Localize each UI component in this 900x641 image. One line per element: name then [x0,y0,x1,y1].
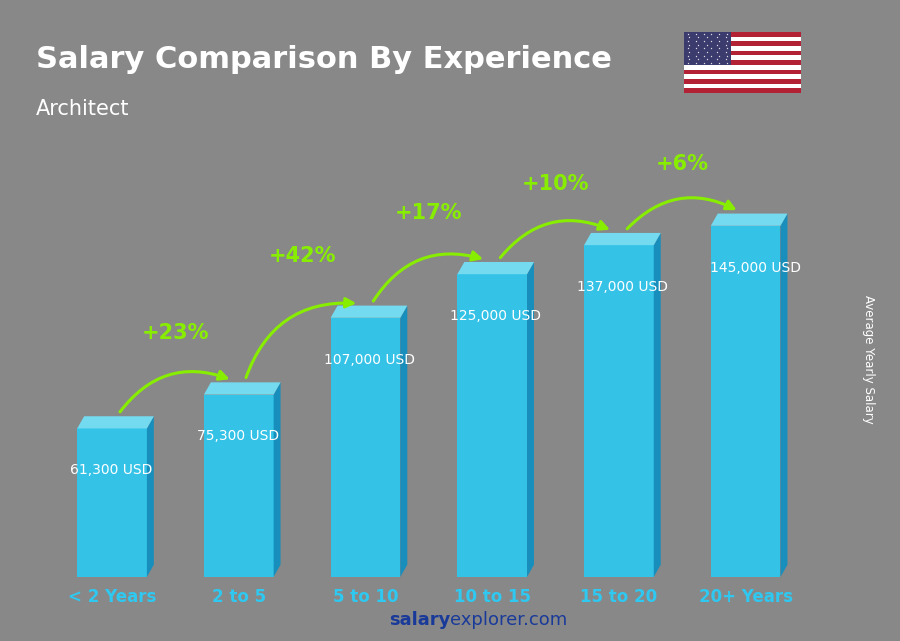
Polygon shape [457,274,527,577]
Polygon shape [204,395,274,577]
Bar [684,46,801,51]
Polygon shape [711,226,780,577]
Text: Salary Comparison By Experience: Salary Comparison By Experience [36,45,612,74]
Bar [684,56,801,60]
Text: Architect: Architect [36,99,130,119]
Bar [684,79,801,83]
Polygon shape [780,213,788,577]
Bar [684,74,801,79]
Bar [684,37,801,42]
Text: 107,000 USD: 107,000 USD [324,353,415,367]
Text: 145,000 USD: 145,000 USD [710,261,801,274]
Polygon shape [330,318,400,577]
Polygon shape [400,306,408,577]
Text: salary: salary [389,611,450,629]
Text: 75,300 USD: 75,300 USD [197,429,279,444]
Polygon shape [330,306,408,318]
Text: Average Yearly Salary: Average Yearly Salary [862,295,875,423]
Text: +17%: +17% [395,203,463,223]
Text: 137,000 USD: 137,000 USD [577,280,668,294]
Polygon shape [584,245,653,577]
Polygon shape [274,382,281,577]
Bar [684,51,801,56]
Polygon shape [653,233,661,577]
Text: 61,300 USD: 61,300 USD [70,463,153,478]
Text: +23%: +23% [141,323,209,343]
Bar [684,83,801,88]
Text: 125,000 USD: 125,000 USD [450,309,542,323]
Polygon shape [457,262,534,274]
Bar [684,32,801,37]
Polygon shape [711,213,788,226]
Polygon shape [204,382,281,395]
Polygon shape [584,233,661,245]
Bar [684,42,801,46]
Bar [684,69,801,74]
Bar [684,88,801,93]
Bar [684,60,801,65]
Text: +6%: +6% [656,154,709,174]
Polygon shape [77,428,147,577]
Polygon shape [527,262,534,577]
Bar [684,65,801,69]
Text: explorer.com: explorer.com [450,611,567,629]
Text: +42%: +42% [268,246,336,267]
Bar [684,32,731,65]
Text: +10%: +10% [522,174,590,194]
Polygon shape [147,416,154,577]
Polygon shape [77,416,154,428]
